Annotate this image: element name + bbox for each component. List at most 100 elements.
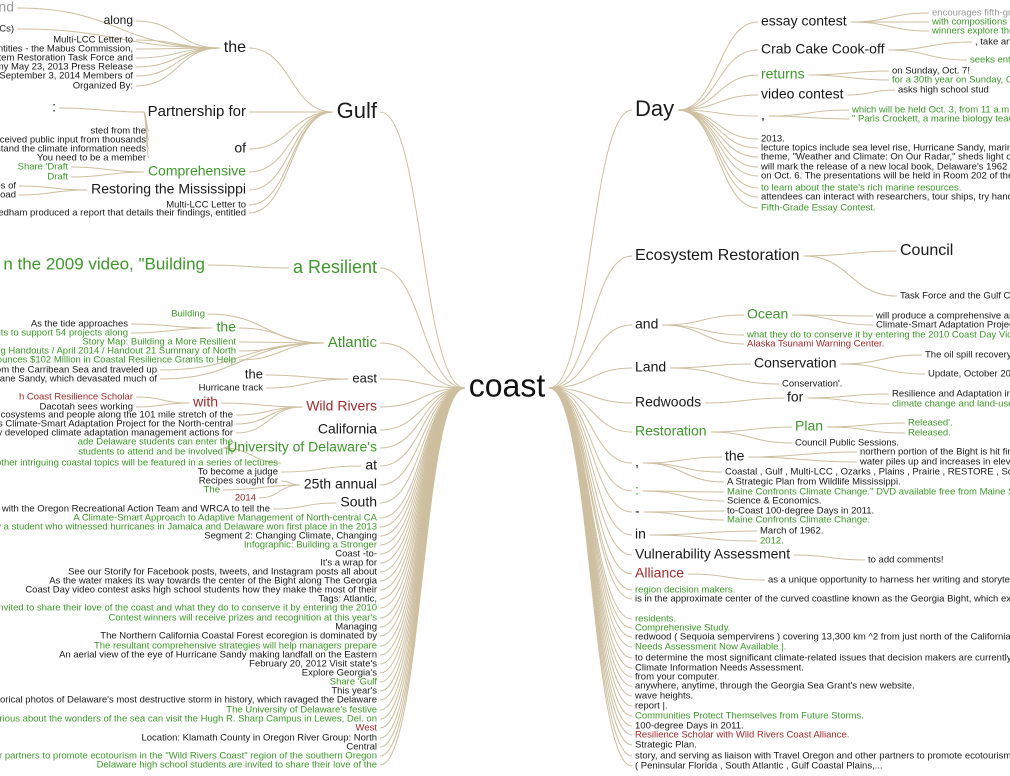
word: , — [761, 107, 765, 123]
branch-line — [130, 327, 213, 334]
branch-line — [549, 387, 633, 746]
word: entities - the Mabus Commission, — [0, 44, 133, 55]
word: : — [52, 99, 56, 115]
word: Cs) — [0, 24, 14, 35]
word: the — [217, 319, 237, 335]
word: Segment 2: Changing Climate, Changing — [204, 531, 377, 542]
branch-line — [272, 502, 337, 510]
branch-line — [705, 397, 785, 404]
branch-line — [238, 342, 324, 361]
branch-line — [840, 354, 923, 365]
word: water piles up and increases in elevatio… — [859, 457, 1010, 468]
branch-line — [159, 342, 324, 380]
branch-line — [379, 387, 465, 729]
word: which will be held Oct. 3, from 11 a.m. … — [851, 105, 1010, 116]
word: Central — [346, 742, 377, 753]
branch-line — [248, 111, 333, 214]
branch-line — [642, 456, 723, 464]
word: , — [635, 454, 639, 470]
branch-line — [549, 387, 633, 556]
branch-line — [827, 422, 906, 428]
branch-line — [549, 387, 633, 659]
word: Story Map: Building a More Resilient — [82, 337, 236, 348]
word: The University of Delaware's festive — [226, 705, 377, 716]
branch-line — [58, 107, 144, 113]
word: the — [725, 448, 745, 464]
word: You need to be a member — [37, 153, 146, 164]
word: for a 30th year on Sunday, Oc — [892, 75, 1010, 86]
word: 100-degree Days in 2011. — [635, 721, 744, 732]
branch-line — [135, 47, 220, 77]
word: Contest winners will receive prizes and … — [109, 613, 378, 624]
word: with — [192, 394, 218, 410]
branch-line — [888, 41, 973, 51]
branch-line — [803, 250, 898, 257]
word: Delaware high school students are invite… — [97, 760, 377, 771]
branch-line — [688, 573, 766, 581]
word: Managing — [335, 622, 377, 633]
word: To become a judge — [198, 467, 278, 478]
word: one curious about the wonders of the sea… — [0, 714, 377, 725]
branch-line — [649, 534, 758, 542]
word: as a unique opportunity to harness her w… — [768, 575, 1010, 586]
word: is in the approximate center of the curv… — [635, 594, 1010, 605]
branch-line — [768, 115, 850, 120]
branch-line — [850, 21, 930, 32]
branch-line — [549, 109, 633, 389]
word: Location: Klamath County in Oregon River… — [141, 733, 377, 744]
word: Update, October 20 — [928, 369, 1010, 380]
branch-line — [549, 387, 633, 404]
branch-line — [280, 465, 362, 473]
branch-line — [248, 47, 333, 113]
branch-line — [549, 387, 633, 757]
word: Communities Protect Themselves from Futu… — [635, 711, 864, 722]
word: Released'. — [908, 418, 953, 429]
word: South — [340, 494, 377, 510]
word: to determine the most significant climat… — [635, 653, 1010, 664]
branch-line — [710, 426, 793, 433]
branch-line — [248, 111, 333, 206]
word: 2012. — [760, 536, 784, 547]
branch-lines — [16, 7, 973, 767]
word: Ocean — [747, 306, 788, 322]
word: Multi-LCC Letter to — [53, 35, 133, 46]
word: Recipes sought for — [199, 476, 278, 487]
branch-line — [379, 387, 465, 683]
word: Organized By: — [73, 81, 133, 92]
branch-line — [643, 510, 725, 513]
branch-line — [642, 462, 723, 473]
word: February 20, 2012 Visit state's — [249, 659, 377, 670]
branch-line — [280, 480, 300, 486]
branch-line — [710, 431, 793, 444]
branch-line — [379, 111, 465, 389]
word: a Resilient — [293, 257, 377, 277]
word: Explore Georgia's — [302, 668, 377, 679]
word: attendees can interact with researchers,… — [761, 192, 1010, 203]
word: along — [104, 13, 133, 27]
word: nts to support 54 projects along — [0, 328, 128, 339]
word: Restoration — [635, 423, 707, 439]
branch-line — [662, 324, 745, 336]
branch-line — [678, 109, 759, 209]
word: An aerial view of the eye of Hurricane S… — [59, 650, 377, 661]
word: story, and serving as liaison with Trave… — [635, 751, 1010, 762]
word: 25th annual — [304, 476, 377, 492]
branch-line — [748, 451, 858, 458]
word: are invited to share their love of the c… — [0, 603, 377, 614]
word: Science & Economics. — [727, 496, 822, 507]
branch-line — [642, 462, 725, 483]
branch-line — [792, 314, 874, 326]
branch-line — [678, 94, 759, 111]
word: ing Handouts / April 2014 / Handout 21 S… — [0, 346, 236, 357]
word: Coast Day video contest asks high school… — [25, 585, 377, 596]
word: to learn about the state's rich marine r… — [761, 183, 961, 194]
word: nd other intriguing coastal topics will … — [0, 458, 278, 469]
branch-line — [549, 387, 633, 697]
branch-line — [135, 47, 220, 87]
branch-line — [662, 314, 745, 326]
branch-line — [248, 111, 333, 150]
branch-line — [549, 387, 633, 464]
word: northern portion of the Bight is hit fir… — [860, 447, 1010, 458]
